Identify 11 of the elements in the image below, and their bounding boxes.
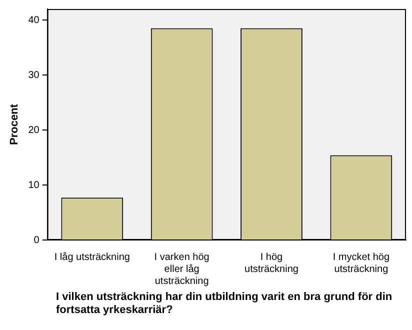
y-axis-title: Procent	[8, 104, 21, 145]
x-axis-title: I vilken utsträckning har din utbildning varit en bra grund för din fortsatta yrkeskarriär?	[56, 291, 394, 317]
y-tick-label: 20	[28, 124, 40, 136]
x-tick-label: I mycket hög utsträckning	[332, 252, 390, 275]
x-tick-label: I låg utsträckning	[54, 250, 130, 263]
y-tick-label: 30	[28, 70, 40, 81]
y-tick-label: 0	[34, 234, 40, 246]
x-tick-label: I varken hög eller låg utsträckning	[154, 252, 210, 287]
x-tick-label: I hög utsträckning	[244, 252, 298, 275]
y-tick-label: 10	[28, 180, 40, 191]
y-tick-label: 40	[28, 14, 40, 26]
